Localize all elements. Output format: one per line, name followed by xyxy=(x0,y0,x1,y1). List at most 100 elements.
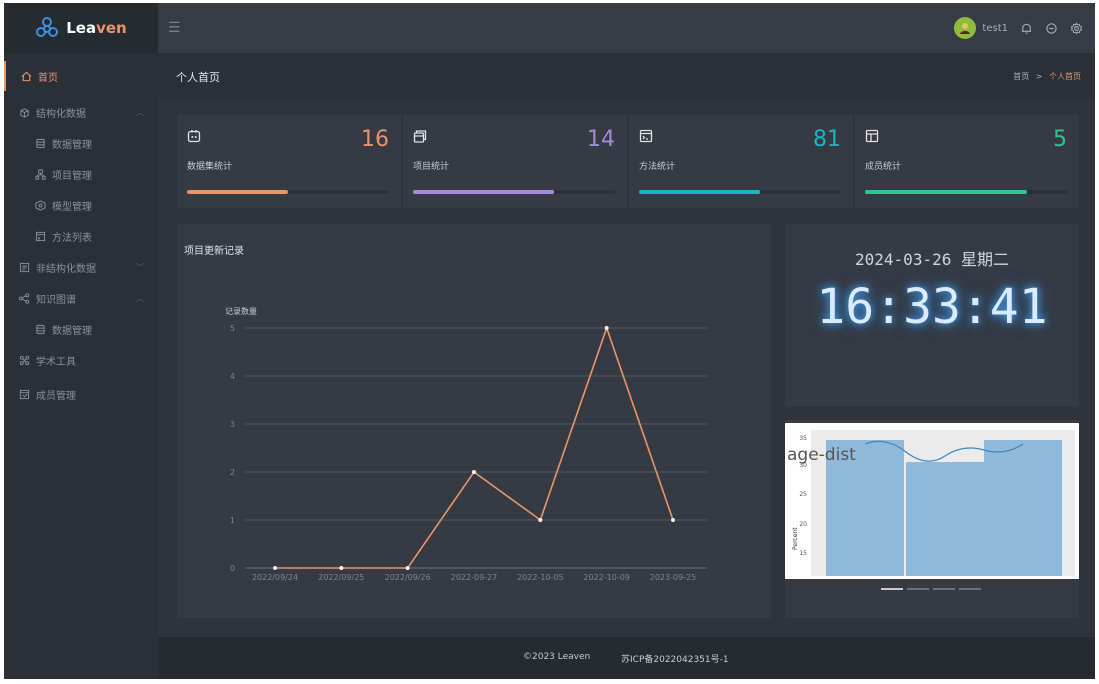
stat-card-members[interactable]: 成员统计 5 xyxy=(855,115,1079,208)
y-axis-title: 记录数量 xyxy=(225,306,257,316)
y-tick-label: 35 xyxy=(799,435,807,442)
carousel-dot xyxy=(881,588,903,590)
database-icon xyxy=(34,323,46,335)
overlay-text: age-dist xyxy=(787,445,856,465)
sidebar-item-label: 知识图谱 xyxy=(36,294,76,306)
sidebar-item-member-management[interactable]: 成员管理 xyxy=(4,379,158,409)
chevron-up-icon: ︿ xyxy=(136,293,144,303)
sidebar-item-label: 数据管理 xyxy=(52,139,92,151)
logo-text-a: Lea xyxy=(66,19,97,37)
sidebar: Leaven 首页 结构化数据 ︿ 数据管理 项目管理 模型管理 方法列表 xyxy=(4,3,158,679)
stat-label: 数据集统计 xyxy=(187,162,233,172)
x-tick-label: 2022-09-27 xyxy=(451,573,498,582)
data-point xyxy=(273,566,277,570)
user-area: test1 xyxy=(954,17,1083,39)
logo-icon xyxy=(36,17,59,37)
histogram-bar xyxy=(906,462,984,576)
sidebar-item-label: 方法列表 xyxy=(52,232,92,244)
sidebar-item-label: 结构化数据 xyxy=(36,108,86,120)
sidebar-item-label: 成员管理 xyxy=(36,390,76,402)
y-axis-title: Percent xyxy=(792,527,799,550)
stat-label: 成员统计 xyxy=(865,162,902,172)
data-point xyxy=(405,566,410,570)
chevron-down-icon: ﹀ xyxy=(136,262,144,272)
breadcrumb-current: 个人首页 xyxy=(1049,72,1081,81)
sidebar-item-label: 学术工具 xyxy=(36,356,76,368)
y-tick-label: 3 xyxy=(230,420,235,429)
project-icon xyxy=(34,168,46,180)
image-carousel-panel: 35 30 25 20 15 Percent age-dist xyxy=(785,420,1079,618)
carousel-dot xyxy=(933,588,955,590)
breadcrumb: 首页 > 个人首页 xyxy=(1013,71,1081,82)
progress-fill xyxy=(413,190,555,194)
progress-fill xyxy=(187,190,288,194)
logo[interactable]: Leaven xyxy=(4,3,158,53)
breadcrumb-home[interactable]: 首页 xyxy=(1013,72,1030,81)
progress-track xyxy=(639,190,841,194)
sidebar-item-knowledge-graph[interactable]: 知识图谱 ︿ xyxy=(4,283,158,313)
menu-toggle-icon[interactable]: ☰ xyxy=(168,20,181,36)
y-tick-label: 30 xyxy=(799,462,807,469)
stat-value: 16 xyxy=(361,127,389,152)
x-tick-label: 2022/09/24 xyxy=(252,573,298,582)
y-tick-label: 25 xyxy=(799,491,807,498)
progress-track xyxy=(865,190,1067,194)
dataset-icon xyxy=(187,128,201,147)
database-icon xyxy=(34,137,46,149)
username[interactable]: test1 xyxy=(982,22,1008,34)
avatar[interactable] xyxy=(954,17,977,39)
progress-fill xyxy=(639,190,761,194)
breadcrumb-separator: > xyxy=(1035,72,1043,81)
members-icon xyxy=(18,388,30,400)
carousel-dot xyxy=(907,588,929,590)
x-tick-label: 2022/09/26 xyxy=(385,573,431,582)
bell-icon[interactable] xyxy=(1020,22,1033,35)
stat-card-datasets[interactable]: 数据集统计 16 xyxy=(177,115,401,208)
method-icon xyxy=(34,230,46,242)
gear-icon[interactable] xyxy=(1070,22,1083,35)
tool-icon xyxy=(18,354,30,366)
sidebar-item-method-list[interactable]: 方法列表 xyxy=(4,221,158,251)
data-point xyxy=(339,566,344,570)
sidebar-item-label: 模型管理 xyxy=(52,201,92,213)
top-bar: ☰ test1 xyxy=(158,3,1095,53)
chart-title: 项目更新记录 xyxy=(184,246,244,257)
message-icon[interactable] xyxy=(1045,22,1058,35)
data-point xyxy=(671,518,675,522)
sidebar-item-data-management[interactable]: 数据管理 xyxy=(4,128,158,158)
cube-icon xyxy=(18,106,30,118)
sidebar-item-model-management[interactable]: 模型管理 xyxy=(4,190,158,220)
y-tick-label: 15 xyxy=(799,550,807,557)
stat-card-projects[interactable]: 项目统计 14 xyxy=(403,115,627,208)
data-point xyxy=(538,518,543,522)
data-point xyxy=(604,326,609,330)
series-line xyxy=(275,325,674,569)
footer-icp-link[interactable]: 苏ICP备2022042351号-1 xyxy=(621,655,729,665)
footer-copyright: ©2023 Leaven xyxy=(523,652,591,662)
stat-card-methods[interactable]: 方法统计 81 xyxy=(629,115,853,208)
histogram-bar xyxy=(826,440,904,576)
data-point xyxy=(472,470,476,474)
stat-label: 项目统计 xyxy=(413,162,450,172)
sidebar-item-graph-data-management[interactable]: 数据管理 xyxy=(4,314,158,344)
sidebar-item-unstructured-data[interactable]: 非结构化数据 ﹀ xyxy=(4,252,158,282)
x-tick-label: 2022/09/25 xyxy=(318,573,364,582)
line-chart: 记录数量 0 1 2 3 4 5 2022/09/24 2022/09/25 2022/09/26… xyxy=(225,306,707,582)
stat-label: 方法统计 xyxy=(639,162,676,172)
sidebar-item-home[interactable]: 首页 xyxy=(4,61,158,91)
sidebar-item-project-management[interactable]: 项目管理 xyxy=(4,159,158,189)
page-title: 个人首页 xyxy=(176,71,220,84)
sidebar-item-structured-data[interactable]: 结构化数据 ︿ xyxy=(4,97,158,127)
y-tick-label: 2 xyxy=(230,468,235,477)
logo-text-b: ven xyxy=(96,19,127,37)
sidebar-item-academic-tools[interactable]: 学术工具 xyxy=(4,345,158,375)
project-update-chart-panel: 记录数量 0 1 2 3 4 5 2022/09/24 2022/09/25 2022/09/26… xyxy=(177,224,771,618)
carousel-dot xyxy=(959,588,981,590)
density-curve xyxy=(864,440,1024,462)
sidebar-item-label: 非结构化数据 xyxy=(36,263,96,275)
y-tick-label: 20 xyxy=(799,521,807,528)
y-tick-label: 1 xyxy=(230,516,235,525)
clock-date: 2024-03-26 星期二 xyxy=(855,250,1009,269)
sidebar-item-label: 首页 xyxy=(38,72,58,84)
